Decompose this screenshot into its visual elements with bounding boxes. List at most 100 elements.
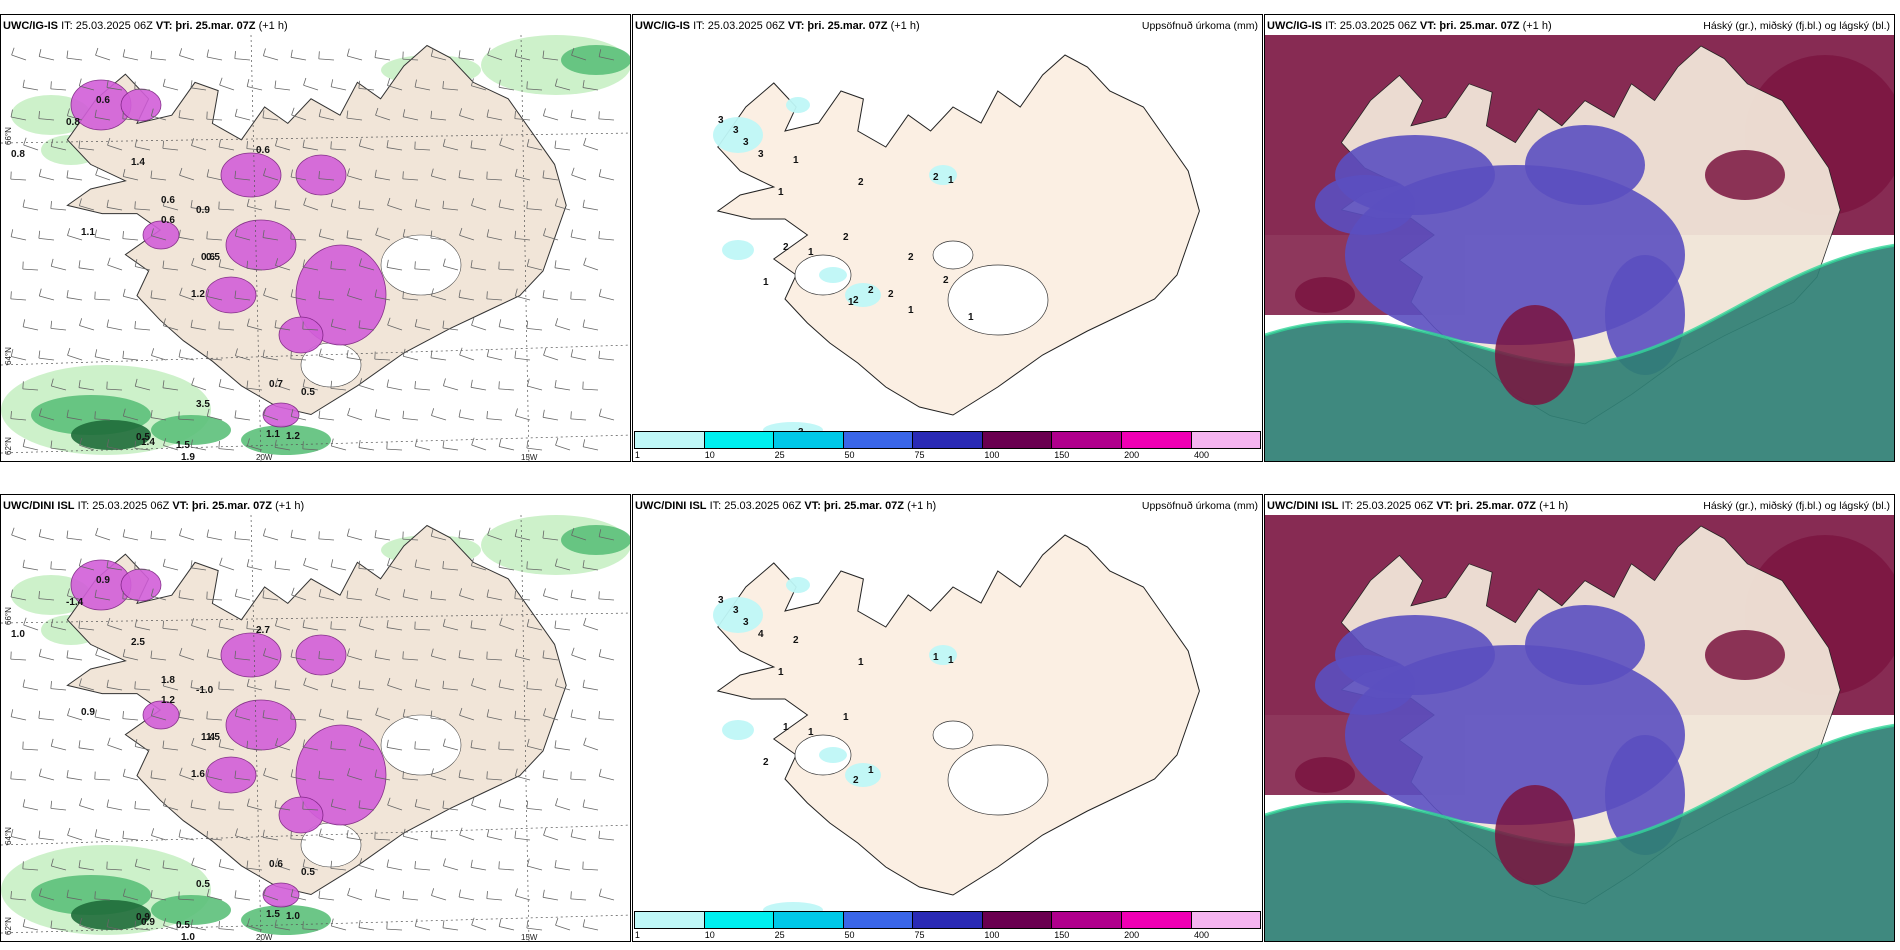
precip-value-label: 0.9	[136, 912, 150, 923]
panel-title: Háský (gr.), miðský (fj.bl.) og lágský (…	[1703, 500, 1890, 512]
cloud-cover-map	[1265, 515, 1894, 941]
precip-value-label: 1.4	[201, 732, 215, 743]
accum-value-label: 3	[733, 125, 739, 136]
precip-value-label: 1.8	[161, 675, 175, 686]
panel-header: UWC/IG-IS IT: 25.03.2025 06Z VT: þri. 25…	[635, 20, 1258, 32]
colorbar-swatch	[982, 432, 1053, 448]
precip-value-label: 1.5	[176, 440, 190, 451]
precip-value-label: 0.5	[301, 387, 315, 398]
colorbar-swatch	[704, 912, 775, 928]
accum-value-label: 2	[858, 177, 864, 188]
accum-value-label: 2	[783, 242, 789, 253]
precip-value-label: 1.5	[266, 909, 280, 920]
colorbar-tick-label: 25	[774, 450, 785, 460]
precip-value-label: 0.7	[269, 379, 283, 390]
row2-cloud-panel: UWC/DINI ISL IT: 25.03.2025 06Z VT: þri.…	[1264, 494, 1895, 942]
precip-value-label: 2.5	[131, 637, 145, 648]
panel-title: Uppsöfnuð úrkoma (mm)	[1141, 500, 1258, 512]
precip-wind-map: 66°N 64°N 62°N 20W 15W 0.9 -1.4 1.0 2.5 2.7 0.9 1.8…	[1, 515, 630, 942]
accum-value-label: 1	[968, 312, 974, 323]
colorbar-tick-label: 100	[984, 930, 1000, 940]
colorbar-tick-label: 150	[1054, 930, 1070, 940]
accum-value-label: 3	[743, 137, 749, 148]
colorbar-tick-label: 1	[634, 450, 640, 460]
accum-value-label: 3	[733, 605, 739, 616]
precip-value-label: 0.6	[161, 215, 175, 226]
precip-value-label: 0.9	[96, 575, 110, 586]
panel-title: Uppsöfnuð úrkoma (mm)	[1141, 20, 1258, 32]
colorbar-tick-label: 100	[984, 450, 1000, 460]
svg-text:20W: 20W	[256, 933, 273, 942]
panel-title: Háský (gr.), miðský (fj.bl.) og lágský (…	[1703, 20, 1890, 32]
precip-value-label: -1.4	[66, 597, 84, 608]
svg-text:66°N: 66°N	[4, 607, 13, 625]
cloud-cover-map	[1265, 35, 1894, 461]
accum-value-label: 2	[793, 635, 799, 646]
accum-value-label: 3	[718, 595, 724, 606]
accum-value-label: 2	[853, 775, 859, 786]
svg-text:20W: 20W	[256, 453, 273, 462]
colorbar-swatch	[635, 912, 705, 928]
precip-value-label: 1.0	[11, 629, 25, 640]
accum-value-label: 1	[778, 187, 784, 198]
colorbar-tick-label: 400	[1193, 930, 1210, 940]
colorbar-swatch	[774, 912, 844, 928]
accum-value-label: 1	[858, 657, 864, 668]
precip-value-label: 1.6	[191, 769, 205, 780]
colorbar-swatch	[913, 912, 983, 928]
svg-text:62°N: 62°N	[4, 437, 13, 455]
colorbar-tick-label: 50	[844, 930, 855, 940]
accum-value-label: 1	[868, 765, 874, 776]
colorbar-swatch	[1121, 912, 1192, 928]
precip-value-label: 0.6	[96, 95, 110, 106]
colorbar: 1 10 25 50 75 100 150 200 400	[633, 911, 1262, 940]
precip-value-label: 0.6	[161, 195, 175, 206]
colorbar-tick-label: 10	[704, 450, 715, 460]
row1-cloud-panel: UWC/IG-IS IT: 25.03.2025 06Z VT: þri. 25…	[1264, 14, 1895, 462]
svg-text:66°N: 66°N	[4, 127, 13, 145]
precip-value-label: -1.0	[196, 685, 214, 696]
precip-value-label: 3.5	[196, 399, 210, 410]
precip-value-label: 0.5	[206, 252, 220, 263]
colorbar-swatch	[774, 432, 844, 448]
accum-value-label: 2	[888, 289, 894, 300]
accum-value-label: 4	[758, 629, 764, 640]
accum-value-label: 2	[933, 172, 939, 183]
precip-value-label: 0.9	[196, 205, 210, 216]
accum-value-label: 1	[933, 652, 939, 663]
colorbar-tick-label: 25	[774, 930, 785, 940]
panel-header: UWC/DINI ISL IT: 25.03.2025 06Z VT: þri.…	[3, 500, 305, 512]
panel-header: UWC/IG-IS IT: 25.03.2025 06Z VT: þri. 25…	[1267, 20, 1890, 32]
accum-value-label: 1	[848, 297, 854, 308]
accum-value-label: 1	[908, 305, 914, 316]
precip-value-label: 2.7	[256, 625, 270, 636]
precip-value-label: 1.1	[266, 429, 280, 440]
colorbar-tick-label: 75	[914, 450, 925, 460]
svg-text:15W: 15W	[521, 933, 538, 942]
accum-value-label: 1	[793, 155, 799, 166]
precip-value-label: 1.5	[206, 732, 220, 743]
panel-header: UWC/DINI ISL IT: 25.03.2025 06Z VT: þri.…	[635, 500, 1258, 512]
precip-value-label: 0.9	[141, 917, 155, 928]
colorbar-swatch	[704, 432, 775, 448]
accum-value-label: 1	[843, 712, 849, 723]
precip-value-label: 1.9	[181, 452, 195, 462]
precip-value-label: 0.5	[301, 867, 315, 878]
row1-accum-precip-panel: UWC/IG-IS IT: 25.03.2025 06Z VT: þri. 25…	[632, 14, 1263, 462]
svg-text:15W: 15W	[521, 453, 538, 462]
colorbar-swatch	[1191, 912, 1261, 928]
accum-value-label: 2	[943, 275, 949, 286]
accum-value-label: 1	[778, 667, 784, 678]
precip-value-label: 0.8	[66, 117, 80, 128]
precip-value-label: 1.2	[161, 695, 175, 706]
colorbar-tick-label: 200	[1124, 450, 1140, 460]
precip-value-label: 1.0	[181, 932, 195, 942]
precip-value-label: 0.5	[196, 879, 210, 890]
accum-value-label: 2	[868, 285, 874, 296]
accum-value-label: 1	[948, 655, 954, 666]
svg-text:64°N: 64°N	[4, 347, 13, 365]
panel-header: UWC/DINI ISL IT: 25.03.2025 06Z VT: þri.…	[1267, 500, 1890, 512]
colorbar-swatch	[635, 432, 705, 448]
